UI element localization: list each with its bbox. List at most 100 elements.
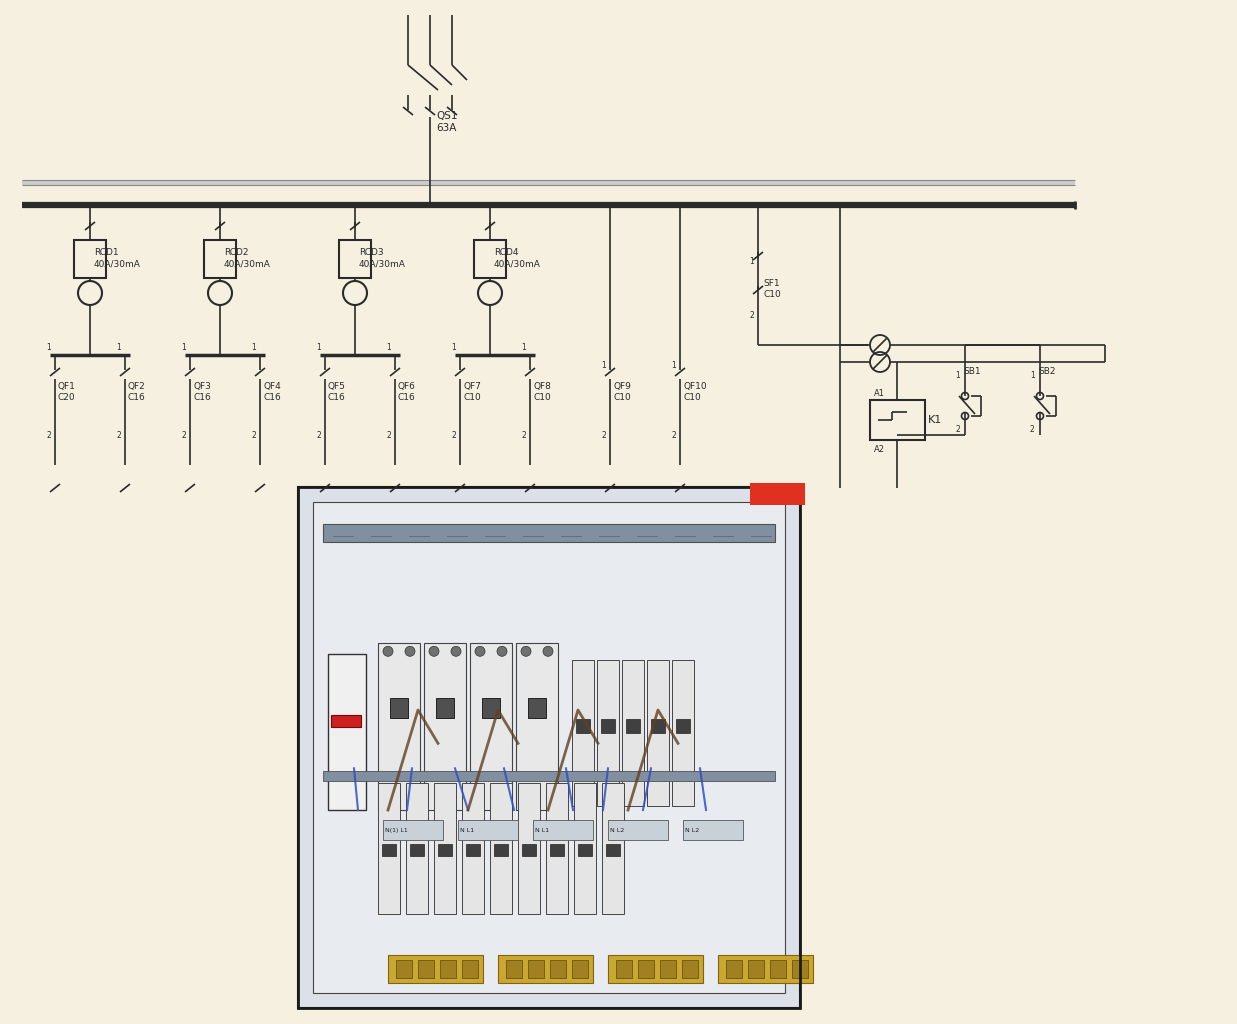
Text: 2: 2 (452, 430, 456, 439)
Text: 1: 1 (116, 342, 121, 351)
Bar (406, 783, 428, 914)
Bar (339, 240, 371, 278)
Circle shape (543, 646, 553, 656)
Bar (626, 719, 640, 733)
Bar (332, 715, 361, 727)
Text: QS1
63A: QS1 63A (435, 111, 458, 133)
Bar (494, 844, 508, 856)
Bar (609, 955, 703, 983)
Bar (22, 180, 1075, 185)
Bar (622, 660, 644, 806)
Bar (328, 653, 366, 810)
Bar (638, 961, 654, 978)
Text: QF7
C10: QF7 C10 (463, 382, 481, 402)
Bar (204, 240, 236, 278)
Bar (379, 643, 421, 810)
Text: 2: 2 (251, 430, 256, 439)
Text: N L2: N L2 (610, 827, 625, 833)
Bar (323, 524, 776, 542)
Bar (651, 719, 666, 733)
Text: RCD4
40A/30mA: RCD4 40A/30mA (494, 248, 541, 268)
Text: SF1
C10: SF1 C10 (763, 279, 781, 299)
Text: SB2: SB2 (1038, 368, 1055, 377)
Text: RCD3
40A/30mA: RCD3 40A/30mA (359, 248, 406, 268)
Circle shape (452, 646, 461, 656)
Text: 1: 1 (386, 342, 391, 351)
Bar (522, 844, 536, 856)
Text: 1: 1 (452, 342, 456, 351)
Bar (388, 955, 482, 983)
Bar (435, 698, 454, 718)
Bar (74, 240, 106, 278)
Bar (499, 955, 593, 983)
Bar (576, 719, 590, 733)
Bar (769, 961, 785, 978)
Text: RCD1
40A/30mA: RCD1 40A/30mA (94, 248, 141, 268)
Bar (482, 698, 500, 718)
Text: 2: 2 (750, 310, 755, 319)
Bar (379, 783, 400, 914)
Bar (506, 961, 522, 978)
Bar (516, 643, 558, 810)
Text: 2: 2 (1030, 426, 1034, 434)
Text: 1: 1 (601, 360, 606, 370)
Text: QF8
C10: QF8 C10 (533, 382, 550, 402)
Text: A1: A1 (875, 389, 884, 398)
Bar (533, 820, 593, 840)
Text: QF9
C10: QF9 C10 (614, 382, 631, 402)
Bar (466, 844, 480, 856)
Bar (424, 643, 466, 810)
Text: 1: 1 (955, 371, 960, 380)
Bar (602, 783, 623, 914)
Bar (571, 660, 594, 806)
Text: 1: 1 (182, 342, 186, 351)
Text: N L2: N L2 (685, 827, 699, 833)
Text: 2: 2 (672, 430, 675, 439)
Bar (323, 771, 776, 781)
Text: 1: 1 (317, 342, 320, 351)
Text: 1: 1 (1030, 371, 1034, 380)
Text: 2: 2 (521, 430, 526, 439)
Bar (606, 844, 620, 856)
Bar (461, 961, 477, 978)
Bar (438, 844, 452, 856)
Bar (298, 487, 800, 1008)
Bar (675, 719, 690, 733)
Text: N(1) L1: N(1) L1 (385, 827, 408, 833)
Text: 1: 1 (672, 360, 675, 370)
Bar (382, 844, 396, 856)
Bar (546, 783, 568, 914)
Circle shape (383, 646, 393, 656)
Bar (550, 844, 564, 856)
Bar (528, 961, 544, 978)
Circle shape (429, 646, 439, 656)
Text: 2: 2 (182, 430, 186, 439)
Bar (571, 961, 588, 978)
Text: RCD2
40A/30mA: RCD2 40A/30mA (224, 248, 271, 268)
Text: N L1: N L1 (460, 827, 474, 833)
Text: QF10
C10: QF10 C10 (683, 382, 706, 402)
Text: 2: 2 (386, 430, 391, 439)
Text: 1: 1 (46, 342, 51, 351)
Circle shape (404, 646, 414, 656)
Bar (601, 719, 615, 733)
Bar (470, 643, 512, 810)
Bar (748, 961, 764, 978)
Text: QF6
C16: QF6 C16 (398, 382, 416, 402)
Text: 2: 2 (116, 430, 121, 439)
Text: 1: 1 (750, 257, 755, 266)
Text: 1: 1 (251, 342, 256, 351)
Circle shape (497, 646, 507, 656)
Bar (461, 783, 484, 914)
Bar (409, 844, 424, 856)
Text: 2: 2 (601, 430, 606, 439)
Bar (672, 660, 694, 806)
Bar (518, 783, 541, 914)
Bar (396, 961, 412, 978)
Bar (418, 961, 434, 978)
Bar (528, 698, 546, 718)
Text: QF5
C16: QF5 C16 (328, 382, 346, 402)
Bar (434, 783, 456, 914)
Circle shape (521, 646, 531, 656)
Bar (383, 820, 443, 840)
